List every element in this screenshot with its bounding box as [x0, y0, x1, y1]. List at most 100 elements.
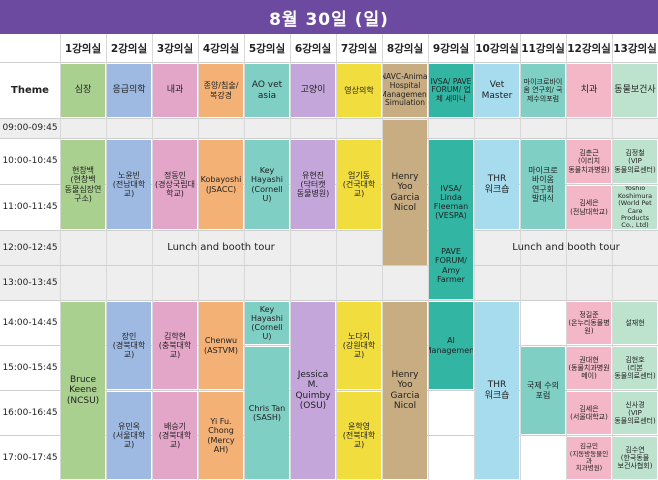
divider [474, 34, 475, 480]
session-r11-am: 마이크로 바이옴 연구회 발대식 [521, 140, 565, 229]
session-r13-pm1: 설재현 [613, 302, 657, 344]
room-header-11: 11강의실 [521, 42, 565, 55]
divider [0, 300, 658, 301]
time-label: 17:00-17:45 [2, 452, 58, 463]
theme-row-label: Theme [11, 84, 49, 96]
session-r7-pm1: 노다지 (강원대학교) [337, 302, 381, 389]
room-header-8: 8강의실 [386, 42, 424, 55]
room-header-4: 4강의실 [202, 42, 240, 55]
time-label: 13:00-13:45 [2, 277, 58, 288]
theme-cell-11: 마이크로바이옴 연구회/ 국제수의포럼 [521, 64, 565, 117]
session-r12-am1: 김춘근 (이리치 동물치과병원) [567, 140, 611, 183]
theme-cell-3: 내과 [153, 64, 197, 117]
room-header-2: 2강의실 [110, 42, 148, 55]
session-r6-am: 유현진 (닥터캣 동물병원) [291, 140, 335, 229]
theme-cell-8: NAVC-Animal Hospital Management Simulati… [383, 64, 427, 117]
divider [198, 34, 199, 480]
divider [612, 34, 613, 480]
room-header-9: 9강의실 [432, 42, 470, 55]
session-r2-pm2: 유민옥 (서울대학교) [107, 392, 151, 479]
session-r8-am: Henry Yoo Garcia Nicol [383, 120, 427, 265]
divider [152, 34, 153, 480]
divider [566, 34, 567, 480]
time-label: 12:00-12:45 [2, 242, 58, 253]
session-r2-pm1: 장인 (경북대학교) [107, 302, 151, 389]
session-r7-pm2: 윤학영 (전북대학교) [337, 392, 381, 479]
theme-cell-5: AO vet asia [245, 64, 289, 117]
session-r4-pm2: Yi Fu. Chong (Mercy AH) [199, 392, 243, 479]
room-header-6: 6강의실 [294, 42, 332, 55]
row-0900-band [0, 118, 658, 138]
room-header-1: 1강의실 [64, 42, 102, 55]
session-r12-pm3: 김세은 (서울대학교) [567, 392, 611, 434]
session-r9-pm: AI Management [429, 302, 473, 389]
session-r2-am: 노윤빈 (전남대학교) [107, 140, 151, 229]
session-r1-am: 현창백 (현창백 동물심장연구소) [61, 140, 105, 229]
time-label: 15:00-15:45 [2, 362, 58, 373]
session-r5-pm1: Key Hayashi (Cornell U) [245, 302, 289, 344]
divider [0, 138, 658, 139]
divider [0, 118, 658, 119]
session-r13-pm3: 신사경 (VIP 동물의료센터) [613, 392, 657, 434]
divider [60, 34, 61, 480]
session-r12-pm1: 정길준 (온누리동물병원) [567, 302, 611, 344]
room-header-5: 5강의실 [248, 42, 286, 55]
theme-cell-13: 동물보건사 [613, 64, 657, 117]
divider [106, 34, 107, 480]
session-r13-am2: Yoshio Koshimura (World Pet Care Product… [613, 186, 657, 229]
room-header-13: 13강의실 [613, 42, 657, 55]
theme-cell-12: 치과 [567, 64, 611, 117]
session-r10-pm: THR 워크숍 [475, 302, 519, 479]
divider [244, 34, 245, 480]
divider [382, 34, 383, 480]
session-r8-pm: Henry Yoo Garcia Nicol [383, 302, 427, 479]
session-r4-am: Kobayoshi (JSACC) [199, 140, 243, 229]
room-header-10: 10강의실 [475, 42, 519, 55]
room-header-7: 7강의실 [340, 42, 378, 55]
theme-cell-2: 응급의학 [107, 64, 151, 117]
schedule-grid: 1강의실 2강의실 3강의실 4강의실 5강의실 6강의실 7강의실 8강의실 … [0, 34, 658, 480]
time-label: 14:00-14:45 [2, 317, 58, 328]
theme-cell-4: 종양/침술/복강경 [199, 64, 243, 117]
lunch-label-left: Lunch and booth tour [167, 242, 275, 253]
divider [290, 34, 291, 480]
room-header-3: 3강의실 [156, 42, 194, 55]
session-r13-am1: 김정철 (VIP 동물의료센터) [613, 140, 657, 183]
session-r7-am: 엄기동 (건국대학교) [337, 140, 381, 229]
session-r10-am: THR 워크숍 [475, 140, 519, 229]
session-r13-pm2: 김현호 (리본 동물의료센터) [613, 347, 657, 389]
session-r1-pm: Bruce Keene (NCSU) [61, 302, 105, 479]
row-1300-band [0, 265, 658, 300]
session-r6-pm: Jessica M. Quimby (OSU) [291, 302, 335, 479]
theme-cell-6: 고양이 [291, 64, 335, 117]
session-r4-pm1: Chenwu (ASTVM) [199, 302, 243, 389]
session-r9-noon: PAVE FORUM/ Amy Farmer [429, 232, 473, 299]
theme-cell-9: IVSA/ PAVE FORUM/ 업체 세미나 [429, 64, 473, 117]
theme-cell-7: 영상의학 [337, 64, 381, 117]
row-1200-band [0, 230, 658, 265]
session-r12-pm4: 김규민 (지동방동물인과 치과병원) [567, 437, 611, 479]
theme-cell-1: 심장 [61, 64, 105, 117]
room-header-12: 12강의실 [567, 42, 611, 55]
lunch-label-right: Lunch and booth tour [512, 242, 620, 253]
session-r3-am: 정동인 (경상국립대학교) [153, 140, 197, 229]
divider [520, 34, 521, 480]
session-r12-am2: 김세은 (전남대학교) [567, 186, 611, 229]
time-label: 09:00-09:45 [2, 123, 58, 133]
divider [336, 34, 337, 480]
page-title: 8월 30일 (일) [0, 0, 658, 34]
divider [0, 62, 658, 63]
time-label: 10:00-10:45 [2, 156, 58, 166]
time-label: 11:00-11:45 [2, 202, 58, 212]
session-r3-pm2: 배승기 (경북대학교) [153, 392, 197, 479]
session-r5-am: Key Hayashi (Cornell U) [245, 140, 289, 229]
session-r3-pm1: 김학현 (충북대학교) [153, 302, 197, 389]
session-r13-pm4: 김수연 (한국동물 보건사협회) [613, 437, 657, 479]
divider [0, 230, 658, 231]
theme-cell-10: Vet Master [475, 64, 519, 117]
session-r11-pm: 국제 수의 포럼 [521, 347, 565, 434]
session-r12-pm2: 권대현 (동물치과병원 메이) [567, 347, 611, 389]
session-r5-pm2: Chris Tan (SASH) [245, 347, 289, 479]
time-label: 16:00-16:45 [2, 407, 58, 418]
divider [0, 265, 658, 266]
